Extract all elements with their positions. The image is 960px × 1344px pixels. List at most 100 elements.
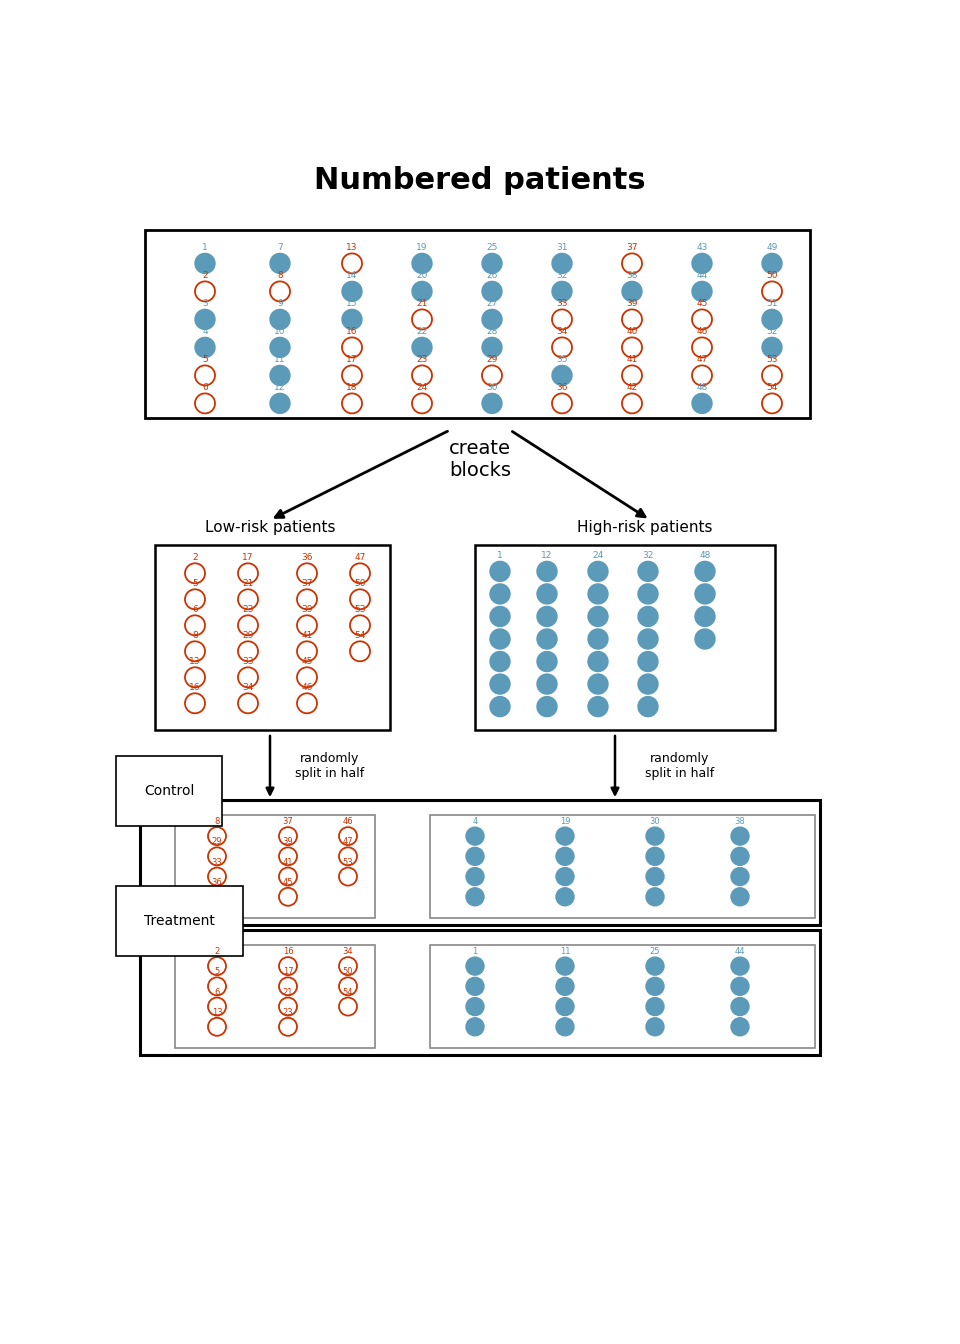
Circle shape <box>490 606 510 626</box>
Text: 9: 9 <box>472 1008 478 1017</box>
Text: 46: 46 <box>696 328 708 336</box>
Circle shape <box>482 337 502 358</box>
Bar <box>155 546 390 730</box>
Circle shape <box>552 366 572 386</box>
Text: 37: 37 <box>626 243 637 253</box>
Circle shape <box>270 337 290 358</box>
Text: 13: 13 <box>347 243 358 253</box>
Circle shape <box>537 562 557 582</box>
Text: 50: 50 <box>766 271 778 281</box>
Circle shape <box>552 281 572 301</box>
Circle shape <box>646 827 664 845</box>
Circle shape <box>762 309 782 329</box>
Text: 28: 28 <box>487 328 497 336</box>
Bar <box>430 814 815 918</box>
Circle shape <box>552 254 572 273</box>
Text: 43: 43 <box>696 243 708 253</box>
Text: 23: 23 <box>242 605 253 614</box>
Text: 2: 2 <box>203 271 207 281</box>
Text: 19: 19 <box>541 641 553 650</box>
Circle shape <box>695 606 715 626</box>
Text: 47: 47 <box>343 837 353 847</box>
Text: 25: 25 <box>487 243 497 253</box>
Circle shape <box>646 847 664 866</box>
Circle shape <box>195 254 215 273</box>
Text: 41: 41 <box>301 632 313 640</box>
Text: 11: 11 <box>560 948 570 956</box>
Text: 25: 25 <box>650 948 660 956</box>
Circle shape <box>646 957 664 976</box>
Text: 39: 39 <box>282 837 294 847</box>
Circle shape <box>556 1017 574 1036</box>
Circle shape <box>195 309 215 329</box>
Text: 40: 40 <box>626 328 637 336</box>
Text: 46: 46 <box>301 683 313 692</box>
Text: 19: 19 <box>417 243 428 253</box>
Circle shape <box>490 675 510 694</box>
Circle shape <box>622 281 642 301</box>
Text: 29: 29 <box>242 632 253 640</box>
Circle shape <box>466 847 484 866</box>
Text: 21: 21 <box>417 300 428 308</box>
Text: 21: 21 <box>242 579 253 589</box>
Circle shape <box>490 629 510 649</box>
Circle shape <box>692 394 712 414</box>
Text: 49: 49 <box>766 243 778 253</box>
Circle shape <box>482 394 502 414</box>
Text: 15: 15 <box>347 300 358 308</box>
Circle shape <box>588 629 608 649</box>
Text: 17: 17 <box>242 554 253 562</box>
Text: 8: 8 <box>192 632 198 640</box>
Text: 20: 20 <box>541 664 553 673</box>
Circle shape <box>537 583 557 603</box>
Text: 27: 27 <box>487 300 497 308</box>
Text: 3: 3 <box>203 300 208 308</box>
Text: 7: 7 <box>277 243 283 253</box>
Text: 13: 13 <box>189 657 201 667</box>
Text: 10: 10 <box>469 837 480 847</box>
Text: 33: 33 <box>242 657 253 667</box>
Text: 52: 52 <box>766 328 778 336</box>
Text: Treatment: Treatment <box>144 914 215 927</box>
Text: 43: 43 <box>734 857 745 867</box>
Text: 31: 31 <box>650 837 660 847</box>
Circle shape <box>466 868 484 886</box>
Text: 32: 32 <box>642 551 654 560</box>
Text: 30: 30 <box>487 383 497 392</box>
Text: 25: 25 <box>592 574 604 583</box>
Text: 15: 15 <box>560 988 570 996</box>
Circle shape <box>537 675 557 694</box>
Text: 24: 24 <box>417 383 427 392</box>
Text: 42: 42 <box>626 383 637 392</box>
Circle shape <box>731 1017 749 1036</box>
Text: 26: 26 <box>592 597 604 605</box>
Circle shape <box>556 868 574 886</box>
Text: 20: 20 <box>560 1008 570 1017</box>
Text: 38: 38 <box>626 271 637 281</box>
Text: 14: 14 <box>541 574 553 583</box>
Text: 8: 8 <box>277 271 283 281</box>
Text: 54: 54 <box>354 632 366 640</box>
Circle shape <box>695 583 715 603</box>
Text: 32: 32 <box>650 857 660 867</box>
Text: 5: 5 <box>192 579 198 589</box>
Text: 43: 43 <box>642 664 654 673</box>
Bar <box>145 230 810 418</box>
Text: 12: 12 <box>560 968 570 976</box>
Text: 20: 20 <box>417 271 428 281</box>
Text: Numbered patients: Numbered patients <box>314 167 646 195</box>
Circle shape <box>731 997 749 1016</box>
Text: 51: 51 <box>734 988 745 996</box>
Text: 1: 1 <box>203 243 208 253</box>
Text: 24: 24 <box>592 551 604 560</box>
Text: 31: 31 <box>592 687 604 696</box>
Bar <box>175 814 375 918</box>
Text: 52: 52 <box>734 1008 745 1017</box>
Circle shape <box>731 977 749 996</box>
Text: 45: 45 <box>301 657 313 667</box>
Text: 37: 37 <box>282 817 294 827</box>
Text: 53: 53 <box>354 605 366 614</box>
Circle shape <box>537 606 557 626</box>
Text: 27: 27 <box>560 878 570 887</box>
Text: 29: 29 <box>487 355 497 364</box>
